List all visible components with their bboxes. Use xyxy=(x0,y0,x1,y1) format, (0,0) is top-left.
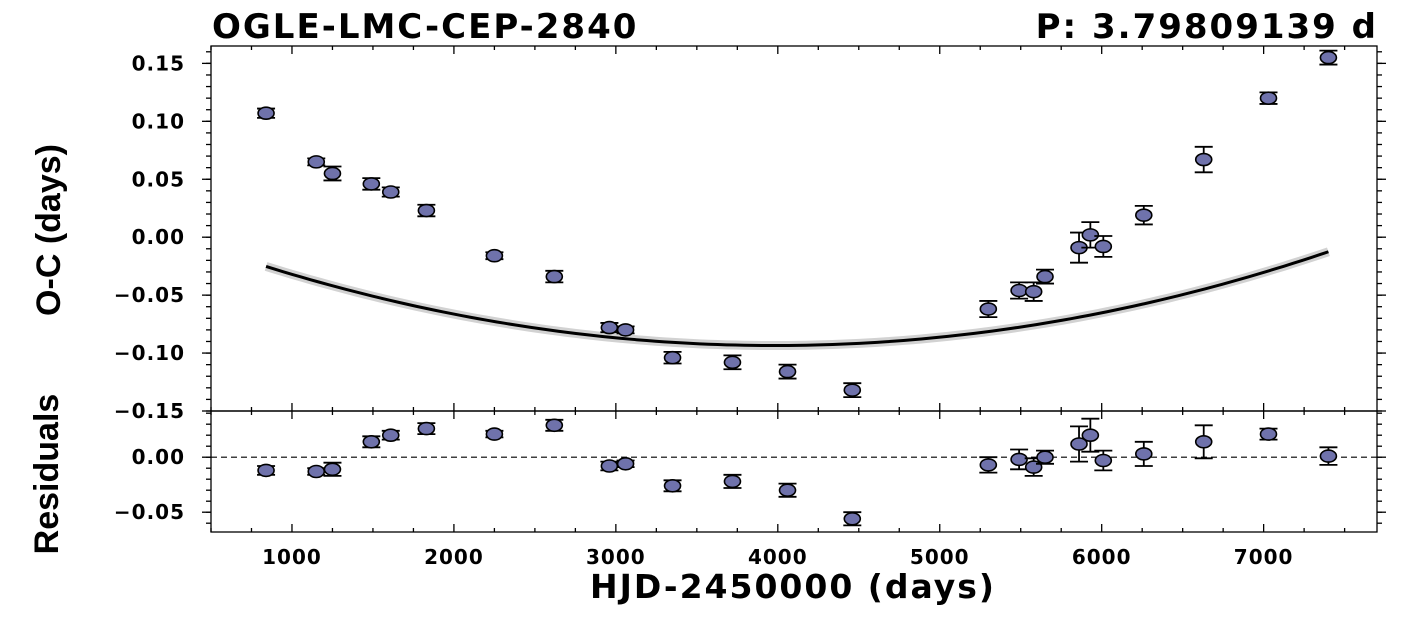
residual-data-point xyxy=(1135,447,1153,461)
x-tick-label: 6000 xyxy=(1072,545,1132,569)
residual-data-point xyxy=(417,421,436,436)
residual-data-point xyxy=(1036,450,1054,465)
x-axis-label: HJD-2450000 (days) xyxy=(590,567,996,606)
oc-data-point xyxy=(1259,91,1278,105)
residual-data-point xyxy=(1194,434,1213,449)
residual-data-point xyxy=(307,464,326,479)
oc-data-point xyxy=(723,355,742,370)
oc-y-tick-label: 0.00 xyxy=(132,225,185,249)
oc-data-point xyxy=(600,320,619,335)
oc-data-point xyxy=(417,203,436,218)
x-tick-label: 1000 xyxy=(262,545,322,569)
residual-data-point xyxy=(381,428,400,443)
oc-y-tick-label: −0.10 xyxy=(114,341,185,365)
residual-data-point xyxy=(1081,428,1100,443)
residual-data-point xyxy=(1070,437,1088,451)
oc-data-point xyxy=(1024,284,1043,299)
residual-y-tick-label: 0.00 xyxy=(132,445,185,469)
oc-data-point xyxy=(1010,283,1028,298)
oc-panel: 0.15 0.10 0.05 0.00 −0.05 −0.10 −0.15 xyxy=(114,45,1386,423)
oc-data-point xyxy=(1194,152,1213,167)
oc-data-point xyxy=(778,364,797,379)
residual-data-point xyxy=(616,456,635,471)
residual-data-point xyxy=(323,462,342,477)
oc-data-point xyxy=(362,177,381,191)
oc-data-point xyxy=(545,269,564,284)
residual-data-point xyxy=(1010,452,1028,467)
oc-data-point xyxy=(663,350,682,365)
residual-data-point xyxy=(485,427,504,441)
oc-data-point xyxy=(979,302,998,316)
oc-data-point xyxy=(323,166,342,181)
residual-y-tick-label: −0.05 xyxy=(114,500,185,524)
oc-data-point xyxy=(307,155,326,169)
residual-plot-frame xyxy=(210,410,1378,533)
x-tick-label: 3000 xyxy=(586,545,646,569)
oc-data-point xyxy=(1135,208,1153,222)
x-tick-label: 4000 xyxy=(748,545,808,569)
oc-y-tick-label: 0.10 xyxy=(132,109,185,133)
oc-data-point xyxy=(1319,50,1338,65)
oc-data-point xyxy=(257,106,275,121)
oc-y-axis-label: O-C (days) xyxy=(30,144,68,316)
residual-data-point xyxy=(1319,449,1338,463)
oc-y-tick-label: −0.05 xyxy=(114,283,185,307)
residuals-panel: 0.00 −0.05 1000 2000 3000 4000 5000 6000 7000 xyxy=(114,410,1386,569)
oc-data-point xyxy=(485,248,504,263)
oc-data-point xyxy=(1081,228,1100,242)
oc-data-point xyxy=(616,323,635,337)
oc-y-tick-label: 0.15 xyxy=(132,51,185,75)
residual-data-point xyxy=(1094,453,1113,468)
oc-data-point xyxy=(1094,239,1113,254)
x-tick-label: 2000 xyxy=(424,545,484,569)
residual-data-point xyxy=(600,459,619,473)
residual-data-point xyxy=(778,483,797,498)
residual-data-point xyxy=(1259,427,1278,441)
x-tick-label: 5000 xyxy=(910,545,970,569)
oc-plot-frame xyxy=(210,45,1378,412)
residual-data-point xyxy=(545,418,564,433)
residual-data-point xyxy=(979,458,998,472)
star-name-title: OGLE-LMC-CEP-2840 xyxy=(212,7,638,47)
oc-data-point xyxy=(381,185,400,199)
model-fit-curve xyxy=(265,250,1329,348)
residual-data-point xyxy=(257,463,275,478)
residual-data-point xyxy=(362,434,381,449)
residual-data-point xyxy=(663,478,682,493)
oc-data-point xyxy=(1036,269,1054,284)
residual-data-point xyxy=(843,511,862,526)
x-tick-label: 7000 xyxy=(1234,545,1294,569)
oc-y-tick-label: −0.15 xyxy=(114,399,185,423)
oc-data-point xyxy=(843,383,862,397)
oc-y-tick-label: 0.05 xyxy=(132,167,185,191)
residual-data-point xyxy=(723,474,742,489)
period-title: P: 3.79809139 d xyxy=(1036,7,1378,47)
residuals-y-axis-label: Residuals xyxy=(28,394,66,555)
